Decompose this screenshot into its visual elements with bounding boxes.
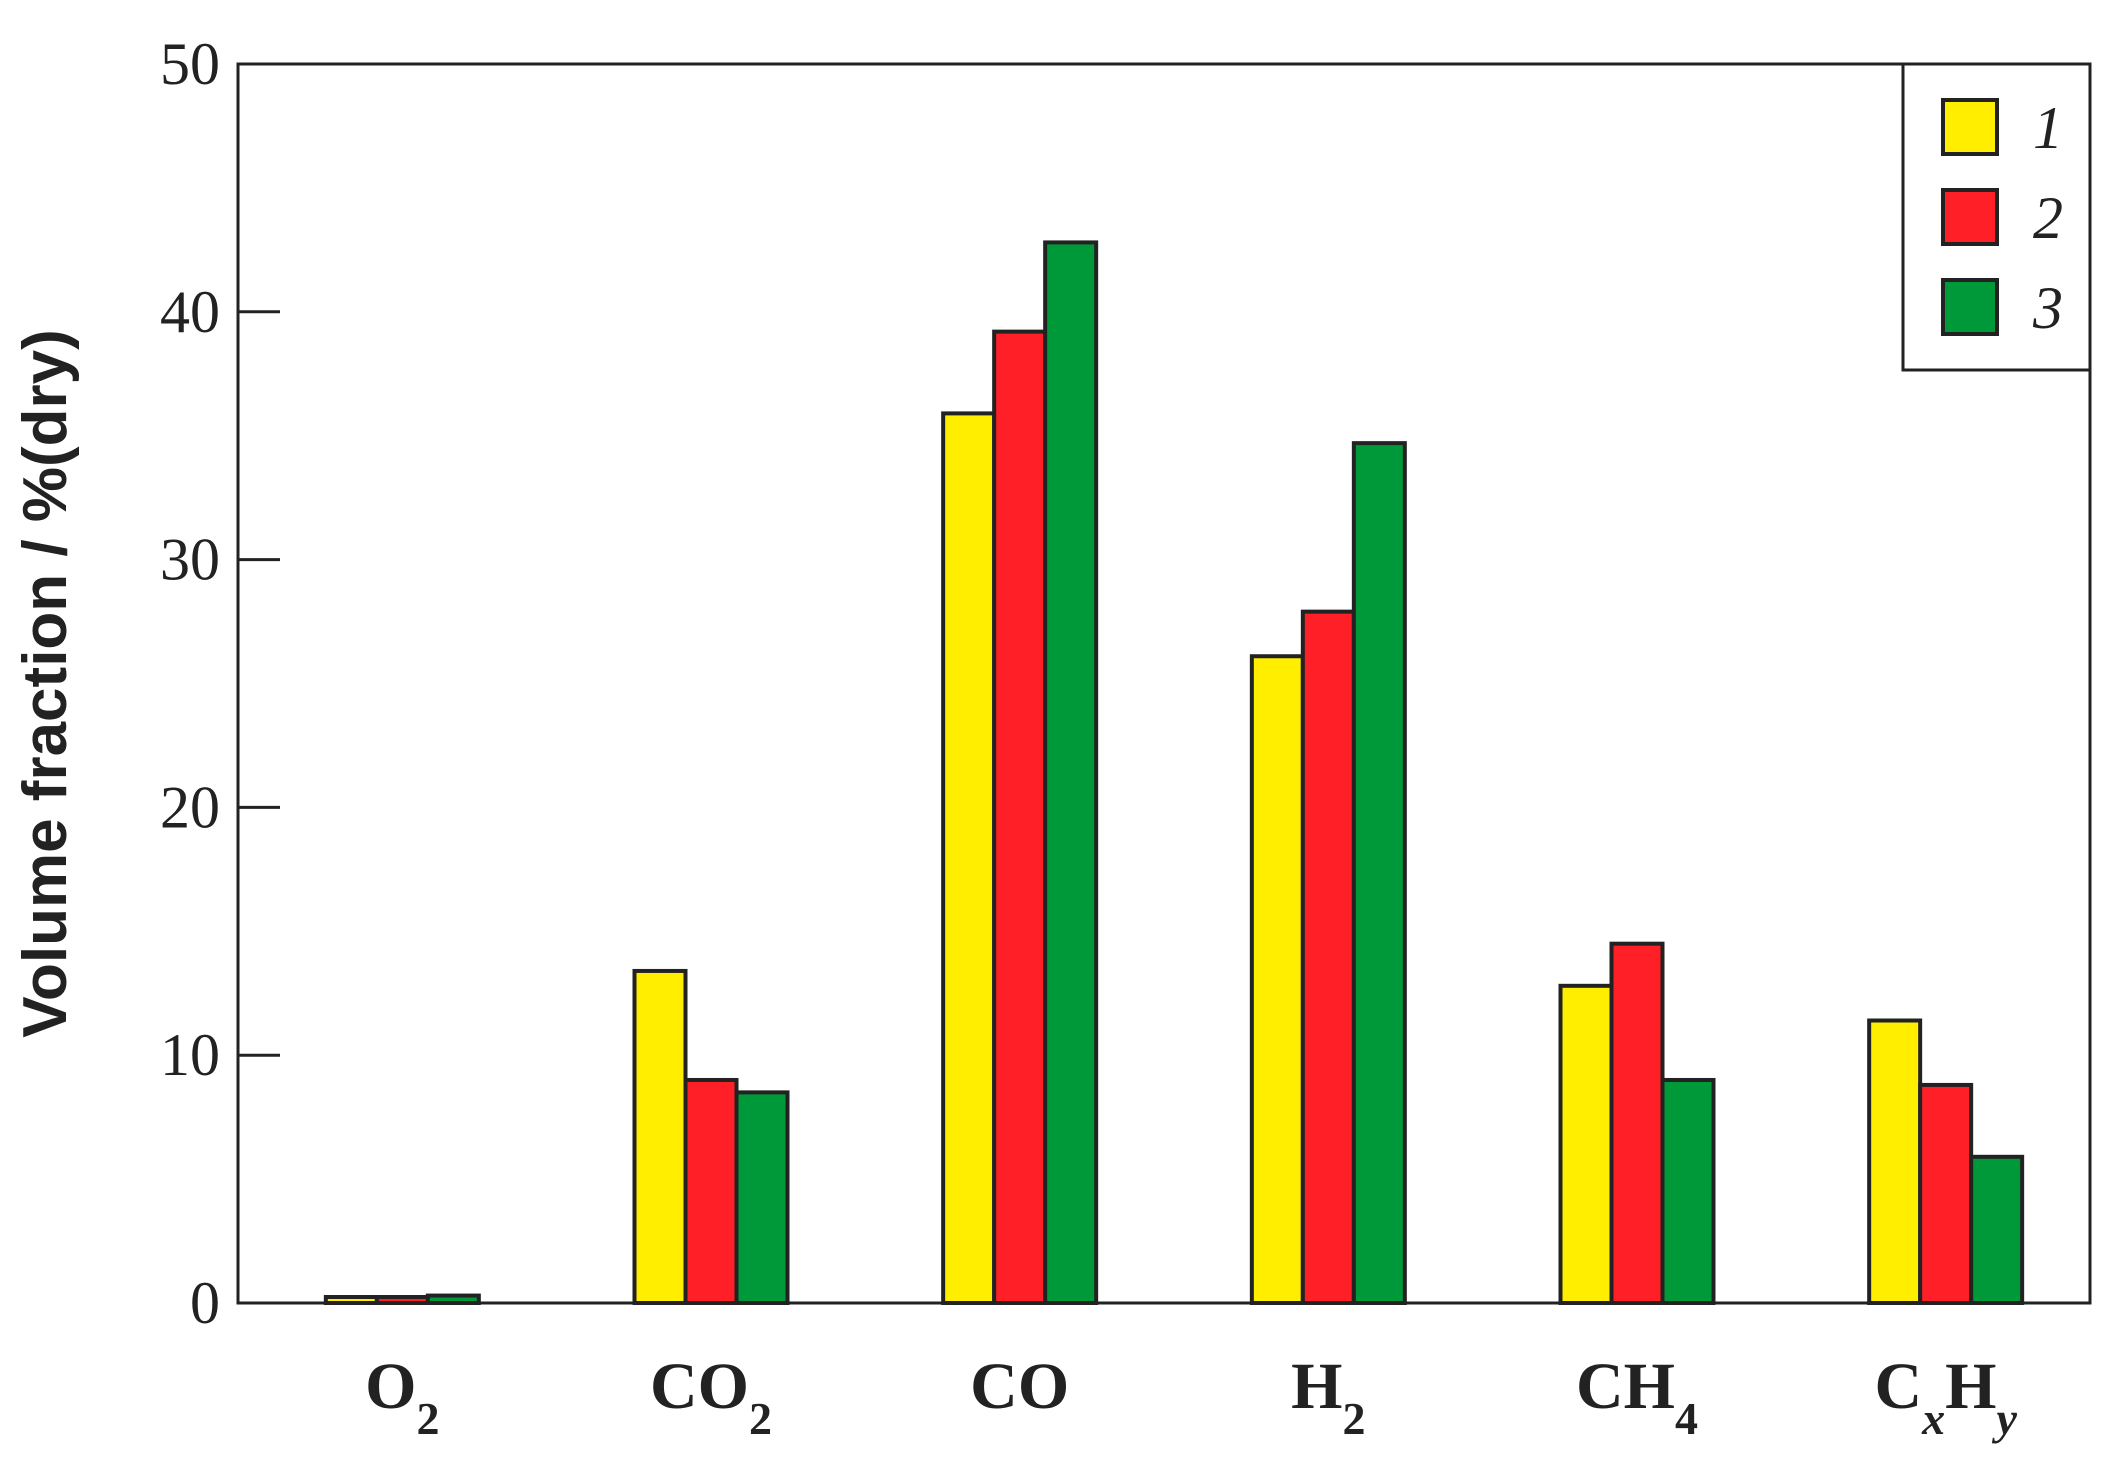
bar-co2-series-1: [632, 968, 688, 1305]
bar-h2-series-3: [1351, 441, 1407, 1306]
x-tick-label: H2: [1291, 1350, 1365, 1444]
bar-co-series-3: [1043, 240, 1099, 1305]
y-tick-label: 10: [160, 1022, 220, 1088]
legend-swatch-3: [1941, 278, 1999, 336]
y-tick-label: 40: [160, 279, 220, 345]
x-tick-label: CxHy: [1874, 1350, 2017, 1444]
bar-cxhy-series-3: [1969, 1154, 2025, 1305]
legend: 1 2 3: [1901, 62, 2092, 372]
y-tick-label: 20: [160, 774, 220, 840]
plot-frame: [236, 62, 2092, 1305]
x-axis-labels: O2 CO2 CO H2 CH4 CxHy: [365, 1350, 2017, 1444]
x-tick-label: O2: [365, 1350, 439, 1444]
bar-co2-series-3: [734, 1090, 790, 1305]
y-axis-label: Volume fraction / %(dry): [11, 329, 80, 1038]
bar-cxhy-series-2: [1918, 1082, 1974, 1306]
legend-swatch-2: [1941, 188, 1999, 246]
x-tick-label: CO2: [650, 1350, 772, 1444]
legend-label-1: 1: [2033, 95, 2063, 161]
bar-co-series-1: [941, 411, 997, 1305]
bar-cxhy-series-1: [1867, 1018, 1923, 1305]
y-axis-ticks: 0 10 20 30 40 50: [160, 31, 280, 1336]
legend-label-2: 2: [2033, 185, 2063, 251]
bars: [323, 240, 2025, 1306]
legend-swatch-1: [1941, 98, 1999, 156]
bar-ch4-series-1: [1558, 983, 1614, 1305]
bar-co-series-2: [992, 329, 1048, 1305]
y-tick-label: 0: [190, 1270, 220, 1336]
bar-h2-series-2: [1300, 609, 1356, 1305]
bar-ch4-series-2: [1609, 941, 1665, 1305]
bar-ch4-series-3: [1660, 1077, 1716, 1305]
bar-co2-series-2: [683, 1077, 739, 1305]
y-tick-label: 50: [160, 31, 220, 97]
x-tick-label: CO: [970, 1350, 1069, 1423]
y-tick-label: 30: [160, 527, 220, 593]
bar-h2-series-1: [1249, 654, 1305, 1305]
legend-label-3: 3: [2032, 275, 2063, 341]
x-tick-label: CH4: [1576, 1350, 1698, 1444]
